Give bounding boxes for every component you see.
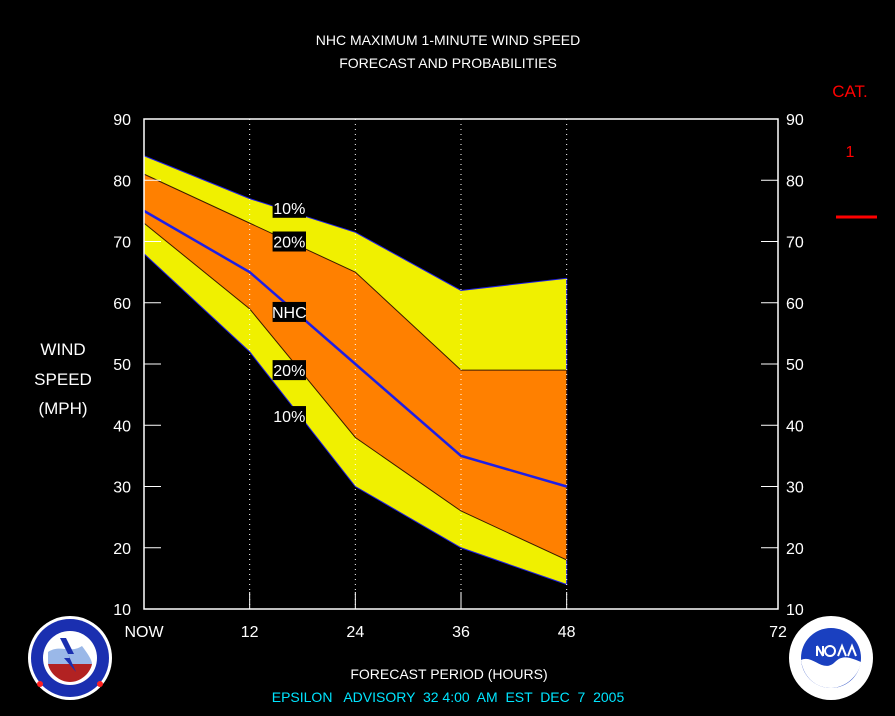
category-value: 1	[846, 144, 855, 161]
noaa-logo	[789, 616, 873, 700]
y-tick-label-left: 10	[113, 602, 131, 619]
x-tick-label: 12	[241, 624, 259, 641]
y-tick-label-right: 10	[786, 602, 804, 619]
band-label-bg-0	[272, 197, 306, 218]
nhc-forecast-series	[143, 209, 568, 488]
y-axis-label-line1: WIND	[40, 340, 85, 359]
y-tick-label-left: 50	[113, 357, 131, 374]
y-axis-right-ticks: 10 20 30 40 50 60 70 80 90	[761, 112, 804, 619]
band-label-4: 10%	[273, 409, 305, 426]
band-label-0: 10%	[273, 201, 305, 218]
series-line-nhc	[143, 209, 568, 488]
band-label-1: 20%	[273, 235, 305, 252]
y-tick-label-left: 30	[113, 480, 131, 497]
x-axis-label: FORECAST PERIOD (HOURS)	[350, 666, 547, 682]
band-label-2: NHC	[272, 305, 307, 322]
y-axis-label-line3: (MPH)	[38, 399, 87, 418]
x-tick-label: 72	[769, 624, 787, 641]
y-tick-label-right: 80	[786, 173, 804, 190]
y-tick-label-right: 30	[786, 480, 804, 497]
y-tick-label-left: 80	[113, 173, 131, 190]
x-tick-label: NOW	[124, 624, 164, 641]
category-label: CAT.	[832, 82, 868, 101]
x-axis-ticks: NOW 12 24 36 48 72	[124, 592, 787, 641]
y-tick-label-right: 50	[786, 357, 804, 374]
band-label-bg-4	[272, 406, 306, 427]
chart-title-line1: NHC MAXIMUM 1-MINUTE WIND SPEED	[316, 32, 580, 48]
x-tick-label: 36	[452, 624, 470, 641]
y-tick-label-left: 40	[113, 418, 131, 435]
band-label-bg-3	[272, 360, 306, 381]
band-label-bg-1	[272, 231, 306, 252]
y-tick-label-left: 20	[113, 541, 131, 558]
y-tick-label-left: 90	[113, 112, 131, 129]
band-label-bg-2	[272, 301, 306, 322]
x-tick-label: 24	[346, 624, 364, 641]
y-tick-label-right: 90	[786, 112, 804, 129]
y-tick-label-left: 70	[113, 235, 131, 252]
x-tick-label: 48	[558, 624, 576, 641]
y-tick-label-right: 60	[786, 296, 804, 313]
probability-bands	[143, 155, 568, 586]
y-tick-label-right: 40	[786, 418, 804, 435]
chart-title-line2: FORECAST AND PROBABILITIES	[339, 55, 557, 71]
nws-logo	[28, 616, 112, 700]
advisory-footer: EPSILON ADVISORY 32 4:00 AM EST DEC 7 20…	[272, 689, 625, 705]
band-label-3: 20%	[273, 363, 305, 380]
y-tick-label-right: 70	[786, 235, 804, 252]
band-labels: 10% 20% NHC 20% 10%	[272, 197, 307, 427]
y-tick-label-left: 60	[113, 296, 131, 313]
y-axis-left-ticks: 10 20 30 40 50 60 70 80 90	[113, 112, 161, 619]
y-tick-label-right: 20	[786, 541, 804, 558]
y-axis-label-line2: SPEED	[34, 370, 92, 389]
